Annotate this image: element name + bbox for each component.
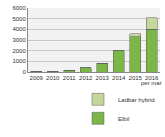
svg-text:2011: 2011 (63, 75, 77, 81)
svg-text:Elbil: Elbil (118, 116, 129, 122)
svg-text:2000: 2000 (12, 48, 26, 54)
svg-text:Ladbar hybrid: Ladbar hybrid (118, 97, 155, 103)
svg-text:2009: 2009 (30, 75, 44, 81)
svg-text:per mar: per mar (141, 80, 162, 86)
svg-text:6000: 6000 (12, 5, 26, 11)
svg-text:2016: 2016 (145, 75, 159, 81)
svg-text:1000: 1000 (12, 58, 26, 64)
svg-text:3000: 3000 (12, 37, 26, 43)
svg-text:2013: 2013 (96, 75, 110, 81)
svg-text:2014: 2014 (112, 75, 126, 81)
svg-text:2015: 2015 (129, 75, 143, 81)
svg-text:5000: 5000 (12, 16, 26, 22)
svg-text:4000: 4000 (12, 26, 26, 32)
svg-text:2010: 2010 (46, 75, 60, 81)
svg-text:0: 0 (22, 69, 26, 75)
svg-text:2012: 2012 (79, 75, 93, 81)
